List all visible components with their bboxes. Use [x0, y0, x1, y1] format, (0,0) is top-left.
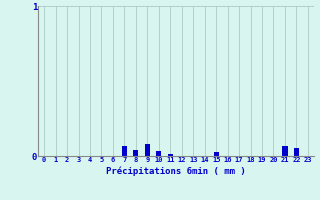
Bar — [133, 150, 139, 156]
Bar — [122, 146, 127, 156]
Bar — [294, 148, 299, 156]
Bar — [282, 146, 287, 156]
Bar — [213, 152, 219, 156]
Bar — [168, 154, 173, 156]
Bar — [156, 151, 161, 156]
Bar — [145, 144, 150, 156]
X-axis label: Précipitations 6min ( mm ): Précipitations 6min ( mm ) — [106, 166, 246, 176]
